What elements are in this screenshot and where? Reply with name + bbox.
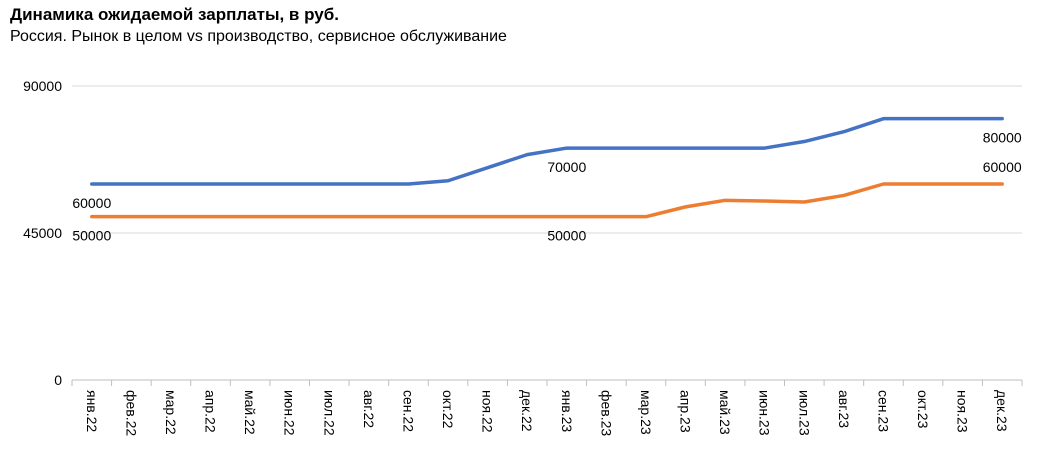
x-tick-label: мар.22 xyxy=(163,390,179,435)
data-label: 50000 xyxy=(547,228,586,244)
series-line-1 xyxy=(90,182,1004,219)
data-label: 70000 xyxy=(547,159,586,175)
data-label: 80000 xyxy=(983,130,1022,146)
y-tick-label: 45000 xyxy=(23,225,62,241)
x-tick-label: апр.22 xyxy=(203,390,219,433)
x-tick-label: июл.22 xyxy=(321,390,337,436)
series-line-0 xyxy=(90,116,1004,186)
data-label: 50000 xyxy=(72,228,111,244)
x-tick-label: апр.23 xyxy=(678,390,694,433)
x-tick-label: ноя.22 xyxy=(480,390,496,433)
y-tick-label: 90000 xyxy=(23,78,62,94)
x-tick-label: авг.23 xyxy=(836,390,852,428)
x-tick-label: июн.22 xyxy=(282,390,298,436)
y-tick-label: 0 xyxy=(54,372,62,388)
x-tick-label: мар.23 xyxy=(638,390,654,435)
x-tick-label: фев.22 xyxy=(123,390,139,436)
data-label: 60000 xyxy=(983,159,1022,175)
chart-subtitle: Россия. Рынок в целом vs производство, с… xyxy=(10,28,507,45)
data-label: 60000 xyxy=(72,195,111,211)
x-tick-label: сен.23 xyxy=(875,390,891,432)
x-tick-label: сен.22 xyxy=(400,390,416,432)
x-tick-label: дек.22 xyxy=(519,390,535,432)
chart-title: Динамика ожидаемой зарплаты, в руб. xyxy=(10,5,339,24)
x-tick-label: янв.22 xyxy=(84,390,100,432)
x-tick-label: окт.23 xyxy=(915,390,931,429)
x-tick-label: янв.23 xyxy=(559,390,575,432)
x-tick-label: май.23 xyxy=(717,390,733,435)
x-tick-label: июн.23 xyxy=(757,390,773,436)
x-tick-label: июл.23 xyxy=(796,390,812,436)
x-tick-label: ноя.23 xyxy=(955,390,971,433)
x-tick-label: дек.23 xyxy=(994,390,1010,432)
x-tick-label: май.22 xyxy=(242,390,258,435)
x-tick-label: авг.22 xyxy=(361,390,377,428)
x-tick-label: фев.23 xyxy=(598,390,614,436)
x-tick-label: окт.22 xyxy=(440,390,456,429)
